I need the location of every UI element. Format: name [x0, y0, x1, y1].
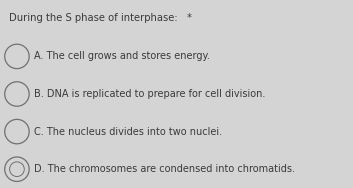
Text: D. The chromosomes are condensed into chromatids.: D. The chromosomes are condensed into ch… [34, 164, 294, 174]
Text: A. The cell grows and stores energy.: A. The cell grows and stores energy. [34, 51, 209, 61]
Text: During the S phase of interphase:   *: During the S phase of interphase: * [9, 13, 192, 23]
Text: B. DNA is replicated to prepare for cell division.: B. DNA is replicated to prepare for cell… [34, 89, 265, 99]
Text: C. The nucleus divides into two nuclei.: C. The nucleus divides into two nuclei. [34, 127, 222, 137]
